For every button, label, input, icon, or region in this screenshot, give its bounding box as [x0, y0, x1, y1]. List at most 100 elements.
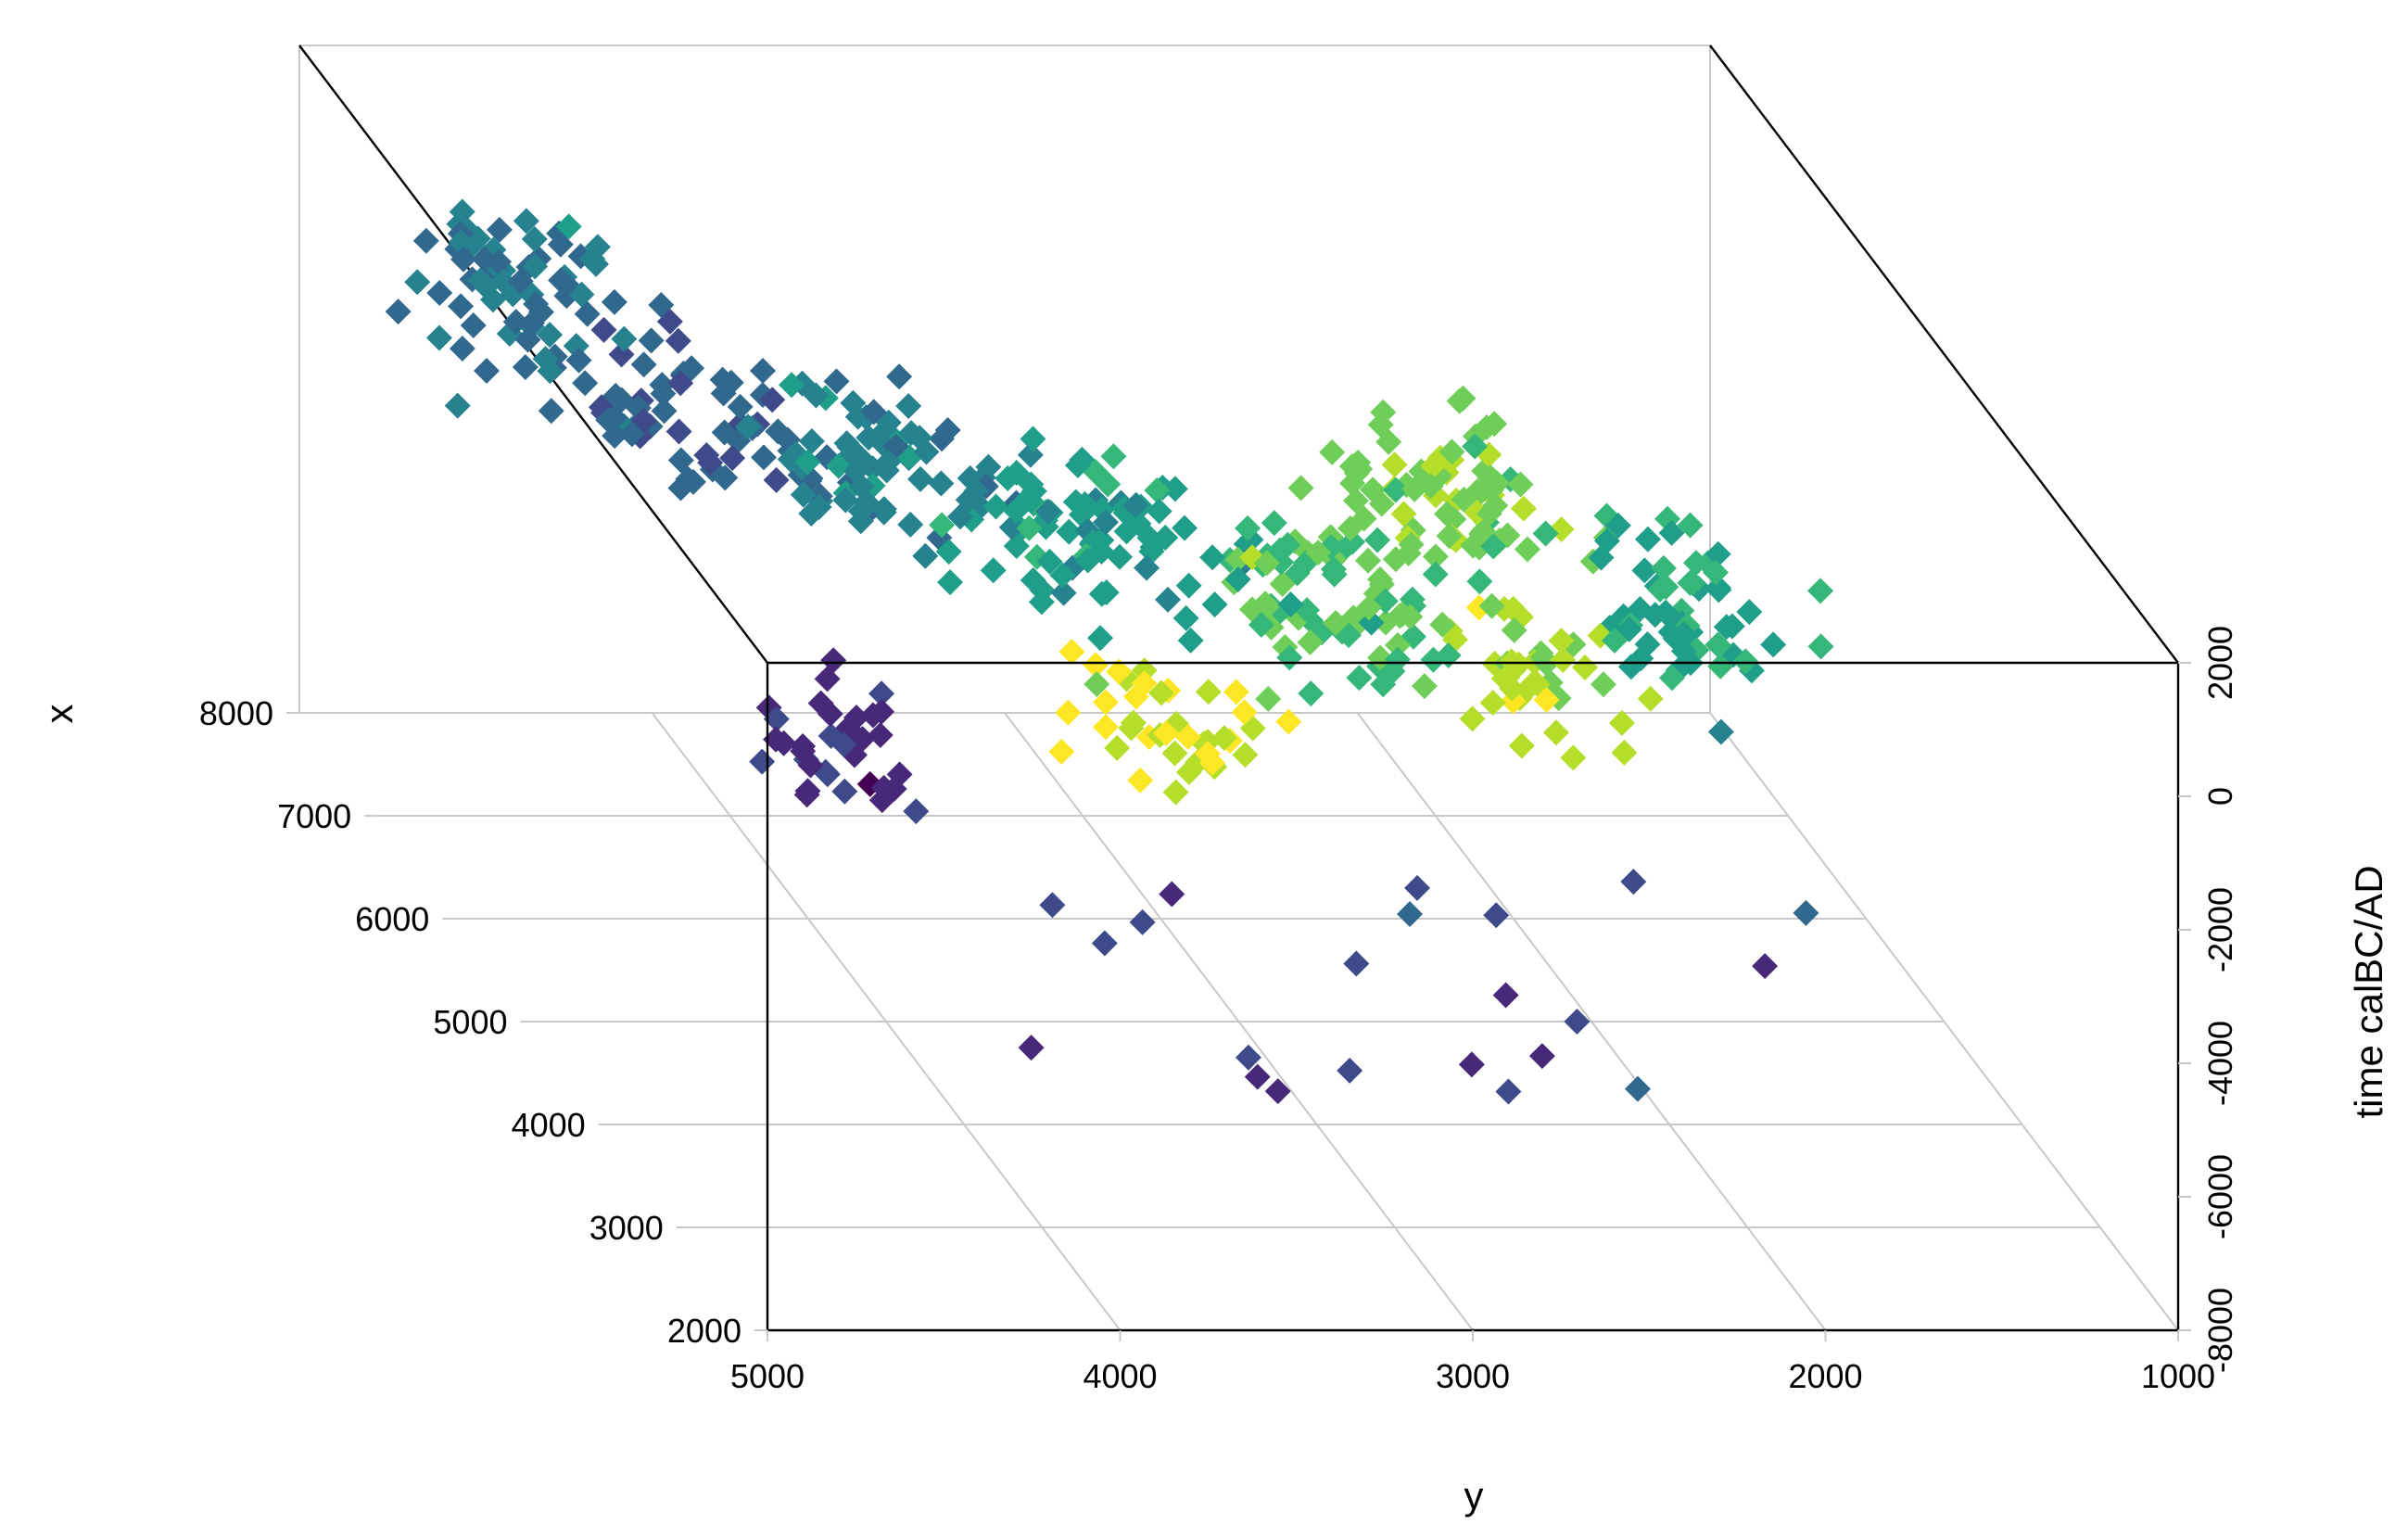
data-point: [1134, 554, 1160, 581]
data-point: [1560, 744, 1587, 771]
data-point: [873, 457, 900, 484]
data-point: [1528, 1043, 1555, 1070]
data-point: [1375, 428, 1402, 455]
data-point: [749, 748, 776, 775]
data-point: [859, 702, 886, 729]
data-point: [1224, 565, 1251, 592]
data-point: [779, 372, 805, 399]
data-point: [750, 357, 777, 384]
data-point: [608, 341, 635, 368]
data-point: [1091, 930, 1118, 957]
data-point: [1422, 561, 1449, 588]
data-point: [711, 419, 738, 446]
data-point: [1235, 514, 1261, 541]
data-point: [1174, 724, 1201, 751]
data-point: [1034, 498, 1061, 525]
data-point: [667, 370, 694, 397]
data-point: [1087, 625, 1114, 652]
data-point: [522, 253, 549, 280]
data-point: [1036, 548, 1063, 575]
data-point: [1162, 779, 1189, 806]
x-tick-label: 5000: [433, 1003, 507, 1041]
data-point: [1297, 629, 1324, 655]
data-point: [572, 370, 599, 397]
data-point: [1305, 540, 1332, 566]
data-point: [649, 372, 676, 399]
z-axis-title: time calBC/AD: [2347, 865, 2390, 1118]
data-point: [1367, 644, 1394, 671]
data-point: [574, 300, 601, 327]
data-point: [1100, 443, 1127, 470]
data-point: [860, 399, 887, 426]
data-point: [1343, 950, 1370, 977]
data-point: [565, 347, 592, 374]
data-point: [583, 250, 610, 277]
data-point: [1682, 550, 1709, 577]
x-tick-label: 3000: [589, 1209, 664, 1247]
front-face: [766, 661, 2180, 1332]
data-point: [1268, 549, 1295, 576]
data-point: [1231, 699, 1258, 726]
data-point: [843, 705, 870, 731]
y-tick-label: 3000: [1436, 1357, 1510, 1395]
data-point: [1533, 687, 1560, 714]
data-point: [1637, 685, 1664, 712]
data-point: [1381, 451, 1408, 478]
data-point: [512, 354, 539, 381]
data-point: [1235, 1044, 1261, 1071]
data-point: [1422, 543, 1449, 570]
y-axis-title: y: [1464, 1474, 1484, 1518]
data-point: [1438, 438, 1465, 465]
data-point: [1634, 526, 1661, 553]
data-point: [1370, 671, 1397, 698]
data-point: [934, 416, 961, 443]
data-point: [449, 335, 475, 362]
data-point: [1172, 514, 1198, 541]
data-point: [1707, 718, 1734, 745]
data-point: [803, 382, 830, 409]
data-point: [831, 778, 858, 805]
data-point: [1548, 628, 1575, 654]
data-point: [1631, 557, 1658, 584]
data-point: [1017, 441, 1044, 468]
data-point: [1705, 540, 1731, 567]
data-point: [385, 299, 412, 325]
data-point: [1647, 576, 1674, 603]
data-point: [1275, 708, 1302, 735]
data-point: [1172, 604, 1199, 631]
data-point: [886, 363, 913, 390]
data-point: [460, 312, 487, 339]
data-point: [1355, 594, 1382, 621]
data-point: [1458, 1051, 1485, 1078]
data-point: [840, 389, 867, 416]
data-point: [1298, 680, 1324, 707]
data-point: [638, 327, 665, 354]
data-point: [898, 420, 925, 447]
data-point: [1003, 460, 1030, 487]
data-point: [1462, 433, 1489, 460]
data-point: [489, 268, 516, 295]
data-point: [937, 569, 964, 596]
data-point: [823, 368, 850, 395]
data-point: [734, 413, 761, 440]
data-point: [1459, 705, 1486, 732]
data-point: [601, 288, 627, 315]
data-point: [1760, 631, 1787, 658]
data-point: [1384, 646, 1411, 673]
data-point: [1269, 571, 1296, 598]
data-point: [547, 231, 574, 258]
data-point: [1479, 690, 1506, 717]
data-point: [1092, 689, 1119, 716]
data-point: [404, 269, 431, 296]
data-point: [1514, 536, 1540, 563]
data-point: [1210, 725, 1237, 752]
data-point: [521, 225, 548, 252]
data-point: [1244, 1063, 1271, 1090]
data-point: [817, 701, 843, 728]
data-point: [1617, 654, 1644, 680]
data-point: [1127, 767, 1154, 794]
data-point: [584, 234, 611, 260]
z-tick-label: -4000: [2201, 1021, 2239, 1106]
data-point: [1420, 452, 1447, 479]
